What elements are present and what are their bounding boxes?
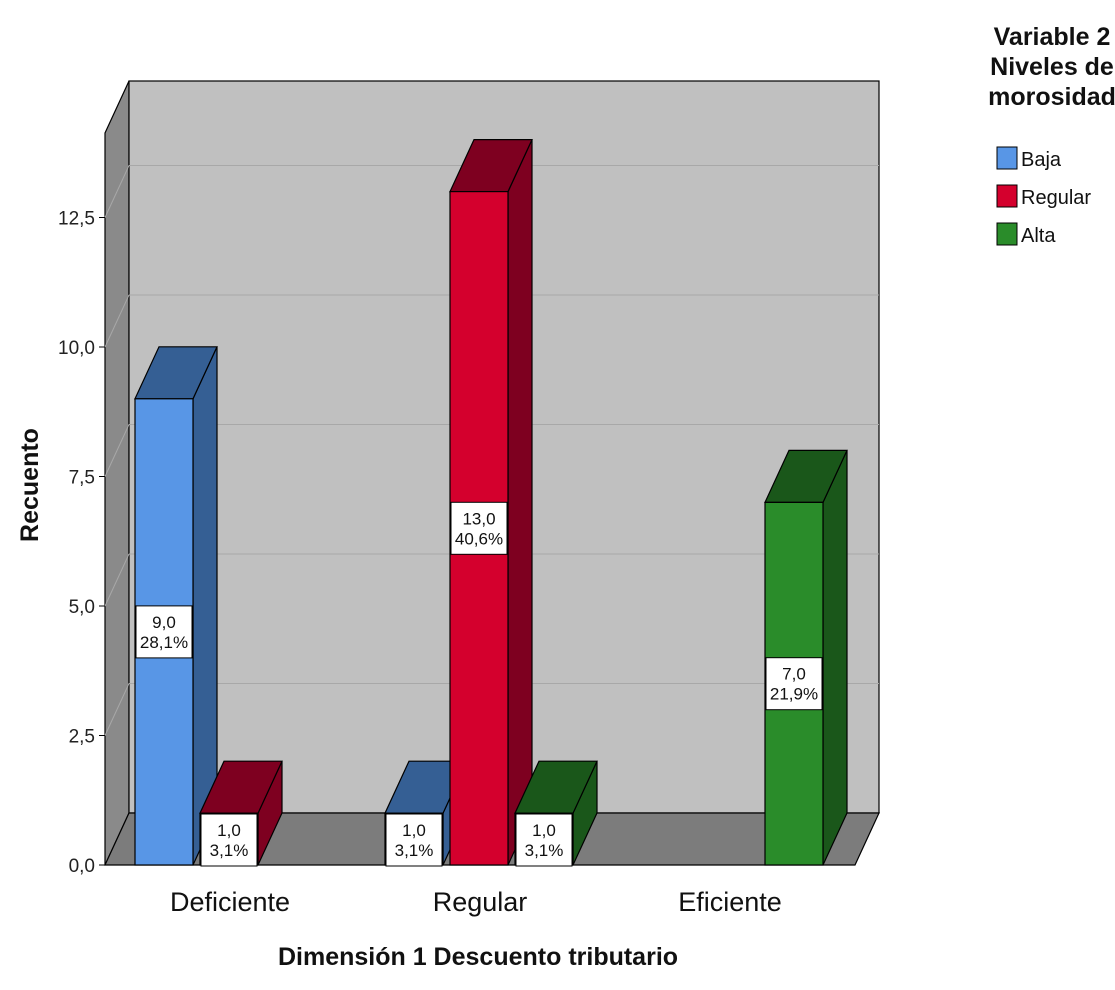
bar-regular-deficiente: 1,03,1% xyxy=(199,760,283,867)
data-label-count: 9,0 xyxy=(152,613,176,632)
legend-label: Baja xyxy=(1021,149,1062,171)
x-tick-label: Deficiente xyxy=(170,887,290,917)
data-label-percent: 40,6% xyxy=(455,529,503,548)
data-label-percent: 3,1% xyxy=(395,841,434,860)
x-tick-label: Eficiente xyxy=(678,887,782,917)
data-label-box xyxy=(450,501,508,555)
legend-swatch xyxy=(996,146,1018,170)
data-label-percent: 3,1% xyxy=(525,841,564,860)
bar-regular-regular: 13,040,6% xyxy=(449,139,533,866)
y-tick-label: 10,0 xyxy=(58,338,95,359)
gridline-side xyxy=(104,424,130,477)
data-label-count: 1,0 xyxy=(402,821,426,840)
data-label-count: 7,0 xyxy=(782,665,806,684)
legend-swatch xyxy=(996,184,1018,208)
data-label-box xyxy=(765,657,823,711)
data-label-count: 1,0 xyxy=(532,821,556,840)
legend-title: Variable 2 xyxy=(994,23,1111,51)
legend-label: Alta xyxy=(1021,225,1056,247)
side-wall xyxy=(104,80,130,866)
bar-side xyxy=(507,139,533,866)
y-tick-label: 7,5 xyxy=(69,468,95,489)
data-label-count: 1,0 xyxy=(217,821,241,840)
data-label-percent: 28,1% xyxy=(140,633,188,652)
bar-alta-eficiente: 7,021,9% xyxy=(764,449,848,866)
gridline-side xyxy=(104,165,130,218)
legend-label: Regular xyxy=(1021,187,1091,209)
data-label-box xyxy=(200,813,258,867)
bar-baja-deficiente: 9,028,1% xyxy=(134,346,218,866)
legend-title: Niveles de xyxy=(990,53,1114,81)
bar-baja-regular: 1,03,1% xyxy=(384,760,468,867)
y-tick-label: 5,0 xyxy=(69,597,95,618)
bar-alta-regular: 1,03,1% xyxy=(514,760,598,867)
y-tick-label: 0,0 xyxy=(69,856,95,877)
x-tick-label: Regular xyxy=(433,887,528,917)
bar-side xyxy=(822,450,848,866)
y-tick-label: 12,5 xyxy=(58,209,95,230)
data-label-percent: 3,1% xyxy=(210,841,249,860)
gridline-side xyxy=(104,553,130,607)
y-axis-title: Recuento xyxy=(16,428,44,542)
data-label-box xyxy=(385,813,443,867)
x-axis-title: Dimensión 1 Descuento tributario xyxy=(278,943,678,971)
data-label-percent: 21,9% xyxy=(770,685,818,704)
data-label-box xyxy=(515,813,573,867)
y-tick-label: 2,5 xyxy=(69,727,95,748)
legend-swatch xyxy=(996,222,1018,246)
gridline-side xyxy=(104,683,130,736)
data-label-box xyxy=(135,605,193,659)
legend-title: morosidad xyxy=(988,83,1115,111)
data-label-count: 13,0 xyxy=(462,509,495,528)
gridline-side xyxy=(104,294,130,348)
